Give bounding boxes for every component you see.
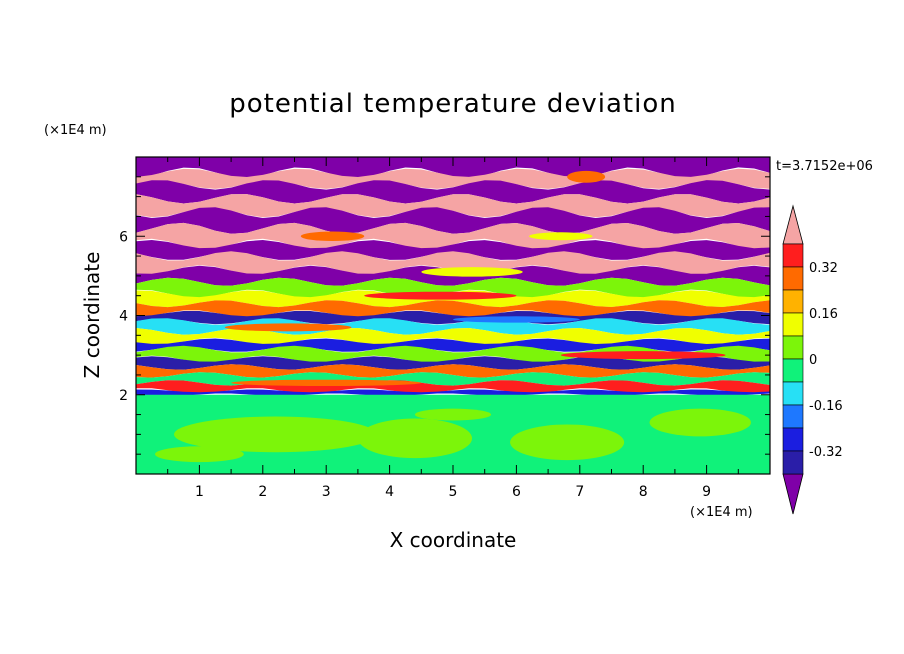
contour-band bbox=[136, 168, 770, 189]
x-unit-label: (×1E4 m) bbox=[690, 505, 753, 520]
colorbar-extend-low bbox=[782, 473, 804, 515]
colorbar-cell bbox=[782, 450, 804, 475]
contour-band bbox=[136, 157, 770, 179]
x-tick-label: 3 bbox=[322, 484, 331, 500]
chart-title: potential temperature deviation bbox=[229, 89, 676, 119]
contour-band bbox=[136, 251, 770, 275]
colorbar-cell bbox=[782, 427, 804, 452]
contour-band bbox=[136, 310, 770, 325]
x-tick-label: 1 bbox=[195, 484, 204, 500]
contour-patch bbox=[231, 379, 422, 387]
x-tick-label: 7 bbox=[575, 484, 584, 500]
time-label: t=3.7152e+06 bbox=[776, 159, 873, 174]
y-axis: 2 4 6 bbox=[119, 176, 770, 455]
x-axis-label: X coordinate bbox=[390, 528, 517, 552]
contour-patch bbox=[174, 416, 377, 453]
colorbar-tick-label: -0.32 bbox=[809, 445, 843, 460]
contour-patch bbox=[529, 232, 593, 241]
colorbar-cell bbox=[782, 289, 804, 314]
contour-band bbox=[136, 364, 770, 378]
contour-patch bbox=[510, 424, 625, 461]
x-tick-label: 9 bbox=[702, 484, 711, 500]
x-tick-label: 5 bbox=[449, 484, 458, 500]
contour-band bbox=[136, 345, 770, 363]
contour-band bbox=[136, 356, 770, 370]
contour-band bbox=[136, 180, 770, 204]
contour-patch bbox=[414, 408, 492, 421]
colorbar: 0.32 0.16 0 -0.16 -0.32 bbox=[782, 204, 843, 515]
contour-patch bbox=[224, 323, 352, 332]
contour-band bbox=[136, 240, 770, 260]
contour-band bbox=[136, 222, 770, 250]
colorbar-cell bbox=[782, 358, 804, 383]
colorbar-cell bbox=[782, 381, 804, 406]
contour-band bbox=[136, 328, 770, 345]
colorbar-cell bbox=[782, 266, 804, 291]
contour-patch bbox=[357, 418, 473, 459]
contour-band bbox=[136, 277, 770, 298]
y-axis-label: Z coordinate bbox=[80, 252, 104, 379]
contour-patch bbox=[421, 267, 523, 277]
contour-patch bbox=[560, 351, 726, 360]
y-unit-label: (×1E4 m) bbox=[44, 123, 107, 138]
contour-band bbox=[136, 372, 770, 386]
y-tick-label: 6 bbox=[119, 229, 128, 245]
contour-patch bbox=[300, 231, 365, 242]
y-tick-label: 2 bbox=[119, 388, 128, 404]
contour-patch bbox=[364, 291, 517, 300]
x-tick-label: 6 bbox=[512, 484, 521, 500]
contour-patch bbox=[567, 170, 606, 183]
colorbar-cell bbox=[782, 312, 804, 337]
contour-field bbox=[136, 157, 770, 474]
contour-band bbox=[136, 338, 770, 352]
colorbar-tick-label: -0.16 bbox=[809, 399, 843, 414]
x-tick-label: 4 bbox=[385, 484, 394, 500]
colorbar-cell bbox=[782, 404, 804, 429]
colorbar-tick-label: 0.32 bbox=[809, 261, 838, 276]
colorbar-tick-label: 0.16 bbox=[809, 307, 838, 322]
contour-band bbox=[136, 207, 770, 234]
colorbar-cell bbox=[782, 243, 804, 268]
colorbar-cell bbox=[782, 335, 804, 360]
colorbar-tick-label: 0 bbox=[809, 353, 817, 368]
x-tick-label: 8 bbox=[639, 484, 648, 500]
contour-band bbox=[136, 389, 770, 397]
contour-band bbox=[136, 194, 770, 218]
contour-patch bbox=[649, 408, 751, 437]
contour-band bbox=[136, 300, 770, 317]
contour-patch bbox=[453, 316, 580, 323]
x-tick-label: 2 bbox=[258, 484, 267, 500]
x-axis: 1 2 3 4 5 6 7 8 9 bbox=[167, 157, 739, 500]
colorbar-extend-high bbox=[782, 204, 804, 245]
contour-patch bbox=[155, 446, 244, 463]
y-tick-label: 4 bbox=[119, 309, 128, 325]
